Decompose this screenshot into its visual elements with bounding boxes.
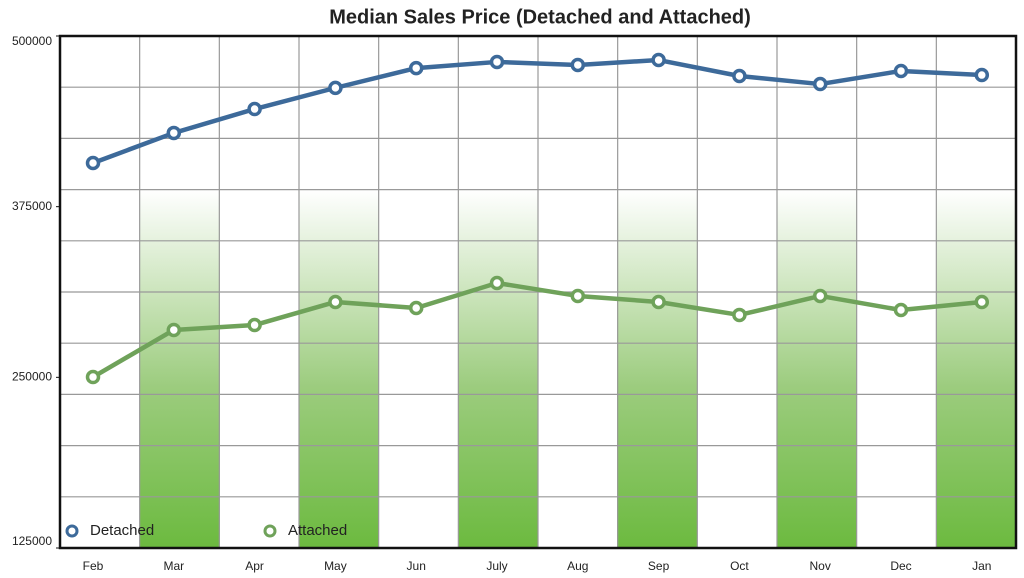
legend-marker — [65, 524, 79, 538]
data-point — [166, 125, 182, 141]
chart-title: Median Sales Price (Detached and Attache… — [329, 6, 751, 28]
data-point — [166, 322, 182, 338]
data-point — [893, 302, 909, 318]
data-point — [328, 80, 343, 96]
data-point — [408, 300, 424, 316]
data-point — [974, 294, 990, 310]
data-point — [85, 155, 101, 171]
data-point — [732, 307, 747, 323]
data-point — [247, 317, 262, 333]
x-tick-label: Nov — [810, 559, 831, 573]
shaded-columns — [140, 190, 1016, 548]
data-point — [812, 76, 828, 92]
x-tick-label: Feb — [83, 559, 104, 573]
data-point — [893, 63, 909, 79]
x-tick-label: Oct — [730, 559, 749, 573]
data-point — [570, 57, 586, 73]
y-tick-label: 125000 — [12, 534, 52, 548]
x-tick-label: Apr — [245, 559, 264, 573]
data-point — [247, 101, 262, 117]
x-tick-label: Sep — [648, 559, 670, 573]
data-point — [651, 52, 666, 68]
data-point — [85, 369, 101, 385]
legend-label: Detached — [90, 522, 154, 539]
y-tick-label: 500000 — [12, 34, 52, 48]
data-point — [570, 288, 586, 304]
data-point — [489, 275, 505, 291]
series-line — [91, 280, 983, 380]
x-tick-label: Dec — [890, 559, 911, 573]
y-tick-label: 375000 — [12, 199, 52, 213]
legend-label: Attached — [288, 522, 347, 539]
x-tick-label: Jan — [972, 559, 991, 573]
plot-frame — [58, 34, 1018, 550]
x-tick-label: Jun — [407, 559, 426, 573]
series-line — [92, 57, 982, 166]
x-tick-label: Mar — [163, 559, 184, 573]
x-tick-label: July — [486, 559, 507, 573]
data-point — [408, 60, 424, 76]
data-point — [732, 68, 747, 84]
y-tick-label: 250000 — [12, 370, 52, 384]
x-tick-label: May — [324, 559, 347, 573]
data-point — [812, 288, 828, 304]
data-point — [651, 294, 666, 310]
legend-marker — [263, 524, 277, 538]
data-point — [974, 67, 990, 83]
x-tick-label: Aug — [567, 559, 588, 573]
data-point — [489, 54, 505, 70]
data-point — [328, 294, 343, 310]
